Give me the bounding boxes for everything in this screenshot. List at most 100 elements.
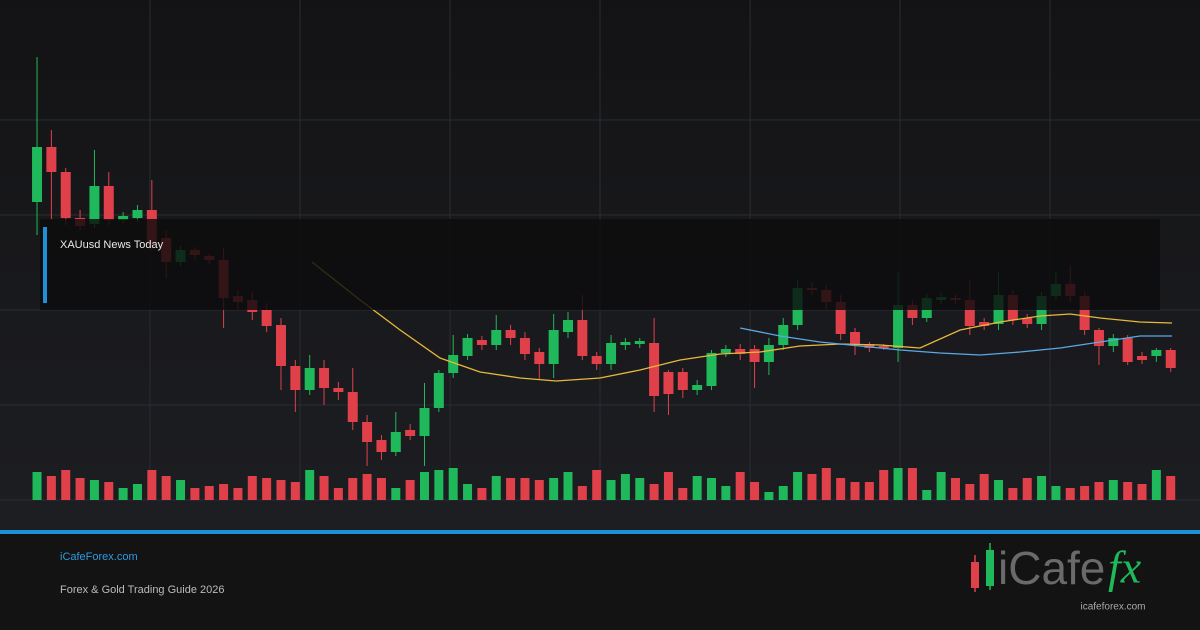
volume-bar — [491, 476, 501, 500]
volume-bar — [563, 472, 573, 500]
moving-average — [311, 261, 1173, 382]
candle-body — [362, 422, 373, 442]
candle-body — [735, 349, 746, 354]
candle-body — [419, 408, 430, 436]
candle-body — [1093, 330, 1104, 346]
volume-bar — [1094, 482, 1104, 500]
candle-body — [60, 172, 71, 218]
volume-bar — [104, 482, 114, 500]
volume-bar — [348, 478, 358, 500]
candle-body — [491, 330, 502, 345]
candle-body — [462, 338, 473, 356]
volume-bar — [118, 488, 128, 500]
candle-body — [290, 366, 301, 390]
candle-body — [333, 388, 344, 392]
volume-bar — [979, 474, 989, 500]
volume-bar — [778, 486, 788, 500]
candle-body — [390, 432, 401, 452]
volume-bar — [305, 470, 315, 500]
footer — [0, 534, 1200, 630]
volume-bar — [864, 482, 874, 500]
volume-bar — [1065, 488, 1075, 500]
volume-bar — [721, 486, 731, 500]
volume-bar — [922, 490, 932, 500]
volume-bar — [549, 478, 559, 500]
volume-bar — [61, 470, 71, 500]
volume-bar — [477, 488, 487, 500]
candle-body — [261, 310, 272, 326]
annotation: XAUusd News Today — [60, 239, 164, 251]
volume-bar — [89, 480, 99, 500]
candle-body — [835, 302, 846, 334]
candle-body — [677, 372, 688, 390]
logo-url: icafeforex.com — [1080, 602, 1145, 613]
volume-bar — [1051, 486, 1061, 500]
volume-bar — [807, 474, 817, 500]
volume-bar — [692, 476, 702, 500]
volume-bar — [534, 480, 544, 500]
volume-bar — [994, 480, 1004, 500]
volume-bar — [1166, 476, 1176, 500]
volume-bar — [577, 486, 587, 500]
volume-bar — [821, 468, 831, 500]
candle-body — [577, 320, 588, 356]
volume-bar — [132, 484, 142, 500]
volume-bar — [1123, 482, 1133, 500]
volume-bar — [448, 468, 458, 500]
candle-body — [46, 147, 57, 172]
candle-body — [620, 342, 631, 345]
volume-bar — [1151, 470, 1161, 500]
candle-body — [1165, 350, 1176, 368]
candle-body — [1151, 350, 1162, 356]
volume-bar — [1022, 478, 1032, 500]
candle-body — [706, 353, 717, 386]
volume-bar — [1080, 486, 1090, 500]
volume-bar — [434, 470, 444, 500]
candle-body — [964, 300, 975, 326]
volume-bar — [707, 478, 717, 500]
volume-bar — [247, 476, 257, 500]
volume-bar — [1108, 480, 1118, 500]
volume-bar — [190, 488, 200, 500]
volume-bar — [233, 488, 243, 500]
annotation-accent — [43, 227, 47, 303]
volume-bar — [32, 472, 42, 500]
candle-body — [1079, 296, 1090, 330]
volume-bar — [147, 470, 157, 500]
annotation-box — [40, 219, 1160, 310]
candle-body — [433, 373, 444, 408]
candle-body — [132, 210, 143, 218]
volume-bar — [950, 478, 960, 500]
volume-bar — [893, 468, 903, 500]
volume-bar — [663, 472, 673, 500]
volume-bar — [678, 488, 688, 500]
moving-average — [739, 327, 1172, 356]
candle-body — [405, 430, 416, 436]
volume-bar — [204, 486, 214, 500]
candle-body — [749, 349, 760, 362]
candle-body — [1137, 356, 1148, 360]
logo: iCafe fx icafeforex.com — [971, 542, 1146, 613]
candle-body — [763, 345, 774, 362]
candle-body — [304, 368, 315, 390]
volume-bar — [764, 492, 774, 500]
candle-body — [778, 325, 789, 345]
candle-body — [103, 186, 114, 220]
volume-bar — [290, 482, 300, 500]
volume-bar — [520, 478, 530, 500]
candle-body — [519, 338, 530, 354]
candle-body — [663, 372, 674, 394]
candle-body — [32, 147, 43, 202]
volume-bar — [419, 472, 429, 500]
candle-body — [634, 341, 645, 344]
footer-site: iCafeForex.com — [60, 551, 138, 563]
candle-body — [534, 352, 545, 364]
volume-bar — [276, 480, 286, 500]
candle-body — [347, 392, 358, 422]
volume-bar — [333, 488, 343, 500]
volume-bar — [1137, 484, 1147, 500]
volume-bar — [635, 478, 645, 500]
volume-bar — [750, 482, 760, 500]
logo-icon — [971, 562, 979, 588]
